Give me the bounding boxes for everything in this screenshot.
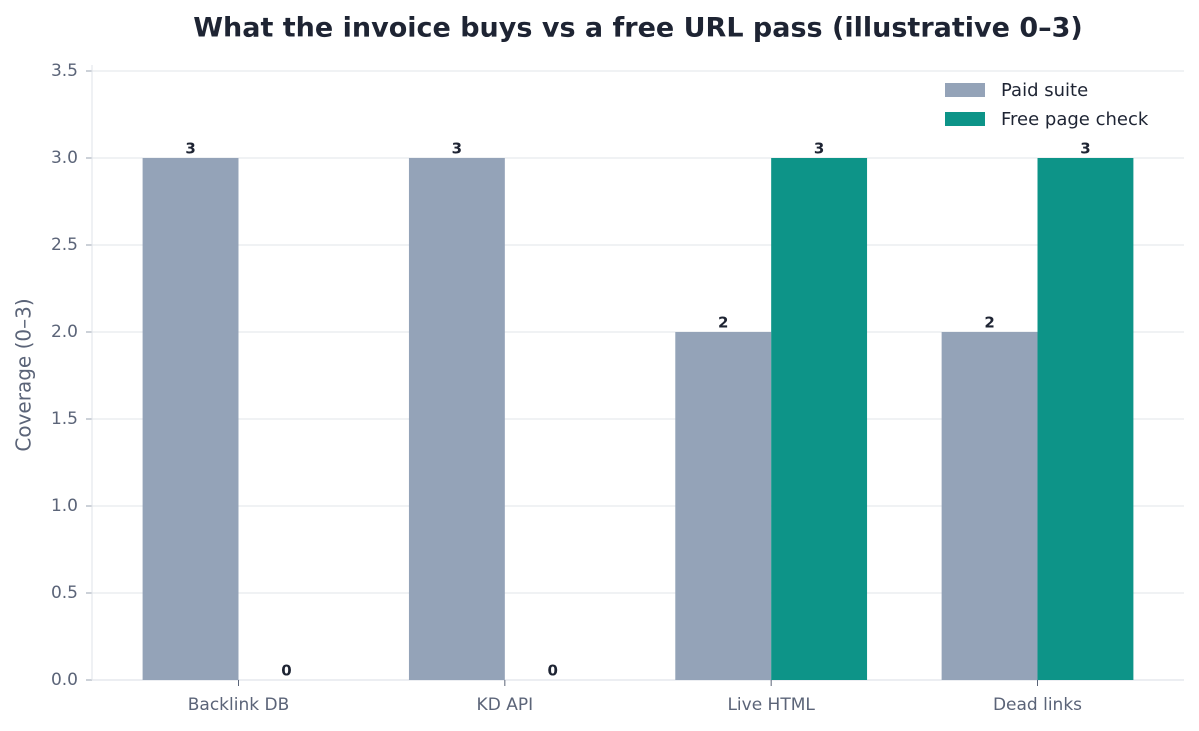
x-tick-label: Live HTML [727, 695, 815, 715]
value-label: 0 [548, 662, 558, 680]
bar [771, 158, 868, 680]
bar [675, 332, 772, 680]
y-tick-label: 2.5 [51, 235, 78, 255]
legend-label: Free page check [1001, 109, 1149, 130]
bar [1037, 158, 1134, 680]
legend-swatch [945, 112, 985, 126]
bar [408, 158, 505, 680]
y-tick-label: 1.5 [51, 409, 78, 429]
legend-swatch [945, 83, 985, 97]
x-tick-label: Backlink DB [188, 695, 290, 715]
value-label: 2 [718, 314, 728, 332]
value-label: 3 [814, 140, 824, 158]
y-tick-label: 1.0 [51, 496, 78, 516]
x-tick-label: KD API [477, 695, 534, 715]
y-tick-label: 0.0 [51, 670, 78, 690]
value-label: 3 [452, 140, 462, 158]
x-tick-label: Dead links [993, 695, 1082, 715]
legend-label: Paid suite [1001, 80, 1088, 101]
bar [142, 158, 239, 680]
chart-title: What the invoice buys vs a free URL pass… [193, 13, 1083, 44]
value-label: 0 [281, 662, 291, 680]
value-label: 2 [984, 314, 994, 332]
y-tick-label: 3.5 [51, 61, 78, 81]
value-label: 3 [185, 140, 195, 158]
bar [941, 332, 1038, 680]
y-tick-label: 2.0 [51, 322, 78, 342]
y-tick-label: 0.5 [51, 583, 78, 603]
value-label: 3 [1080, 140, 1090, 158]
y-tick-label: 3.0 [51, 148, 78, 168]
y-axis-label: Coverage (0–3) [12, 298, 36, 451]
